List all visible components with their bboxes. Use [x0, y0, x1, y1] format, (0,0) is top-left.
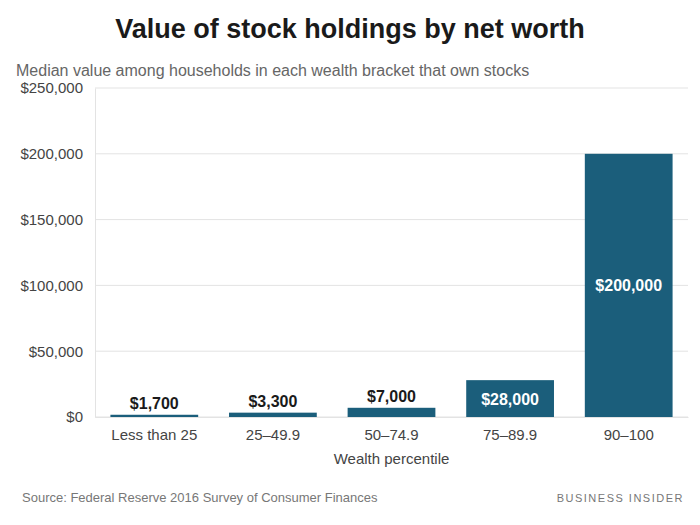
- data-label: $28,000: [481, 391, 539, 408]
- x-tick-label: 50–74.9: [364, 426, 418, 443]
- y-tick: $0: [66, 408, 95, 425]
- y-tick: $100,000: [20, 277, 95, 294]
- y-axis: $0 $50,000 $100,000 $150,000 $200,000 $250,00…: [20, 79, 95, 425]
- x-tick-label: 90–100: [604, 426, 654, 443]
- x-tick: 50–74.9: [364, 417, 418, 443]
- data-label: $7,000: [367, 388, 416, 405]
- y-tick-label: $200,000: [20, 145, 83, 162]
- data-label: $3,300: [248, 393, 297, 410]
- y-tick-label: $50,000: [29, 343, 83, 360]
- source: Source: Federal Reserve 2016 Survey of C…: [22, 490, 378, 505]
- bar: [229, 413, 317, 417]
- x-tick: 25–49.9: [246, 417, 300, 443]
- y-tick-label: $150,000: [20, 211, 83, 228]
- x-tick-label: 75–89.9: [483, 426, 537, 443]
- y-tick-label: $100,000: [20, 277, 83, 294]
- chart: Value of stock holdings by net worth Medi…: [0, 0, 700, 525]
- data-label: $200,000: [595, 277, 662, 294]
- y-tick-label: $250,000: [20, 79, 83, 96]
- y-tick: $50,000: [29, 343, 95, 360]
- subtitle: Median value among households in each we…: [16, 62, 529, 79]
- title: Value of stock holdings by net worth: [115, 14, 585, 44]
- x-tick: 90–100: [604, 417, 654, 443]
- y-tick-label: $0: [66, 408, 83, 425]
- x-axis-line: [96, 417, 689, 418]
- y-tick: $200,000: [20, 145, 95, 162]
- bars: [110, 154, 672, 417]
- credit: BUSINESS INSIDER: [557, 492, 684, 504]
- bar: [585, 154, 673, 417]
- grid: [95, 88, 688, 417]
- x-tick: 75–89.9: [483, 417, 537, 443]
- y-tick: $150,000: [20, 211, 95, 228]
- x-tick-label: Less than 25: [111, 426, 197, 443]
- x-tick-label: 25–49.9: [246, 426, 300, 443]
- x-tick: Less than 25: [111, 417, 197, 443]
- y-tick: $250,000: [20, 79, 95, 96]
- data-labels: $1,700 $3,300 $7,000 $28,000 $200,000: [130, 277, 662, 411]
- bar: [348, 408, 436, 417]
- x-axis-title: Wealth percentile: [334, 450, 450, 467]
- x-axis: Less than 25 25–49.9 50–74.9 75–89.9 90–100: [96, 417, 689, 443]
- bar: [466, 380, 554, 417]
- bar: [110, 415, 198, 417]
- y-axis-line: [95, 89, 96, 418]
- grid-line: [95, 88, 688, 89]
- plot: $0 $50,000 $100,000 $150,000 $200,000 $250,00…: [20, 79, 688, 442]
- data-label: $1,700: [130, 395, 179, 412]
